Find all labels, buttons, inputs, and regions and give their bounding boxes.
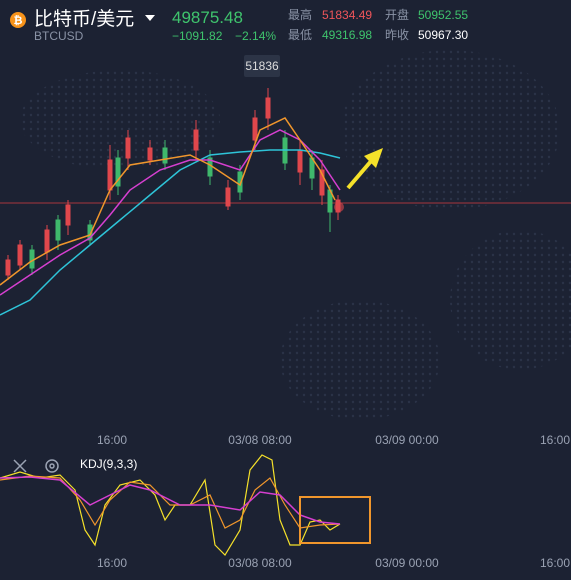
coin-symbol: ₿ (14, 15, 23, 27)
time-label: 16:00 (540, 556, 570, 570)
kdj-d-line (0, 476, 341, 525)
change: −1091.82 (172, 29, 223, 43)
time-label: 16:00 (540, 433, 570, 447)
time-label: 16:00 (97, 433, 127, 447)
time-label: 03/08 08:00 (228, 433, 292, 447)
price: 49875.48 (172, 8, 243, 27)
coin-icon (10, 12, 26, 28)
prev-close-label: 昨收 (385, 28, 409, 42)
ma-line (0, 117, 336, 286)
world-map (20, 50, 571, 420)
pair-name[interactable]: 比特币/美元 (34, 8, 134, 30)
low: 49316.98 (322, 28, 372, 42)
low-label: 最低 (288, 28, 312, 42)
kdj-k-line (0, 475, 341, 529)
change-pct: −2.14% (235, 29, 276, 43)
time-label: 16:00 (97, 556, 127, 570)
tool-icons[interactable] (13, 459, 59, 473)
peak-bubble (244, 55, 280, 77)
annotation-arrow (346, 148, 383, 190)
peak-label: 51836 (245, 59, 279, 73)
high: 51834.49 (322, 8, 372, 22)
indicator-name: KDJ(9,3,3) (80, 457, 137, 471)
open-label: 开盘 (385, 7, 409, 22)
dropdown-arrow[interactable] (145, 15, 155, 21)
time-label: 03/09 00:00 (375, 556, 439, 570)
kdj-j-line (0, 454, 341, 556)
time-label: 03/08 08:00 (228, 556, 292, 570)
prev-close: 50967.30 (418, 28, 468, 42)
time-label: 03/09 00:00 (375, 433, 439, 447)
symbol: BTCUSD (34, 29, 84, 43)
highlight-box (299, 496, 371, 544)
last-price-dot (334, 202, 344, 212)
ma-line (0, 149, 341, 316)
open: 50952.55 (418, 8, 468, 22)
ma-line (0, 129, 341, 296)
high-label: 最高 (288, 7, 312, 22)
